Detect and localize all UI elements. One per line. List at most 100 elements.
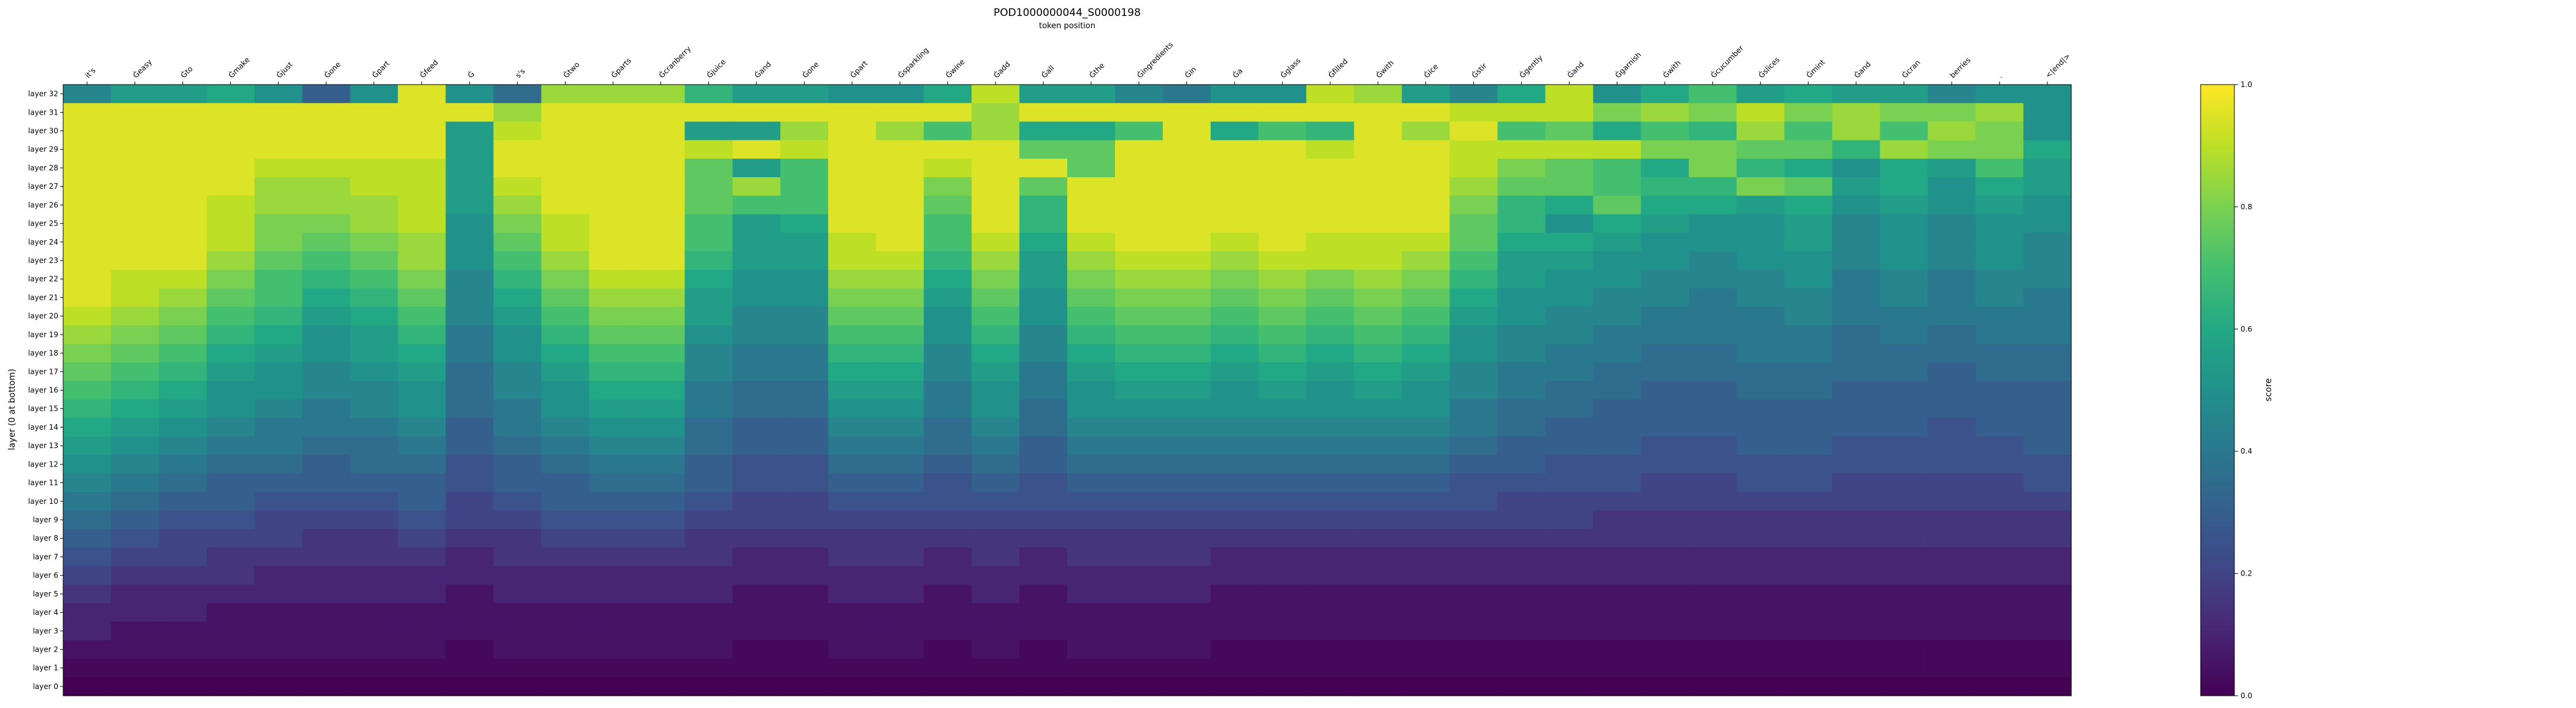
heatmap-cell — [684, 177, 733, 196]
heatmap-cell — [1019, 177, 1068, 196]
heatmap-cell — [254, 121, 303, 141]
heatmap-cell — [1928, 214, 1976, 234]
heatmap-cell — [1976, 510, 2024, 530]
heatmap-cell — [1067, 362, 1116, 381]
heatmap-cell — [63, 584, 112, 604]
heatmap-cell — [541, 158, 590, 178]
heatmap-cell — [1258, 547, 1307, 567]
heatmap-cell — [684, 196, 733, 215]
heatmap-cell — [684, 214, 733, 234]
heatmap-cell — [828, 362, 876, 381]
x-tick-label: Ġcran — [1899, 57, 1922, 80]
heatmap-cell — [637, 510, 685, 530]
heatmap-cell — [1976, 251, 2024, 270]
heatmap-cell — [1114, 85, 1163, 104]
heatmap-cell — [924, 306, 972, 326]
heatmap-cell — [1401, 343, 1451, 363]
heatmap-cell — [1593, 381, 1642, 400]
heatmap-cell — [972, 306, 1020, 326]
heatmap-cell — [1928, 121, 1976, 141]
heatmap-cell — [445, 196, 494, 215]
heatmap-cell — [541, 566, 590, 585]
y-axis-label: layer (0 at bottom) — [7, 368, 17, 450]
heatmap-cell — [158, 214, 207, 234]
heatmap-cell — [780, 177, 829, 196]
heatmap-cell — [493, 473, 542, 493]
heatmap-cell — [637, 584, 685, 604]
heatmap-cell — [302, 362, 351, 381]
heatmap-cell — [254, 658, 303, 678]
heatmap-cell — [1067, 196, 1116, 215]
heatmap-cell — [780, 603, 829, 622]
heatmap-cell — [1736, 251, 1785, 270]
heatmap-cell — [2023, 417, 2072, 437]
heatmap-cell — [1497, 473, 1546, 493]
heatmap-cell — [1497, 232, 1546, 252]
heatmap-cell — [541, 140, 590, 159]
heatmap-cell — [924, 251, 972, 270]
heatmap-cell — [302, 121, 351, 141]
heatmap-cell — [1784, 196, 1833, 215]
heatmap-cell — [1545, 399, 1594, 419]
heatmap-cell — [254, 270, 303, 289]
heatmap-cell — [254, 566, 303, 585]
heatmap-cell — [2023, 270, 2072, 289]
heatmap-cell — [63, 251, 112, 270]
heatmap-cell — [1401, 121, 1451, 141]
heatmap-cell — [1593, 343, 1642, 363]
heatmap-cell — [1736, 640, 1785, 660]
x-tick-label: Ġa — [1230, 66, 1244, 80]
heatmap-cell — [541, 473, 590, 493]
heatmap-cell — [445, 547, 494, 567]
heatmap-cell — [924, 288, 972, 308]
heatmap-cell — [1784, 214, 1833, 234]
heatmap-cell — [1545, 584, 1594, 604]
heatmap-cell — [541, 640, 590, 660]
heatmap-cell — [972, 584, 1020, 604]
heatmap-cell — [828, 622, 876, 641]
heatmap-cell — [110, 455, 159, 474]
heatmap-cell — [1258, 510, 1307, 530]
heatmap-cell — [684, 510, 733, 530]
heatmap-cell — [541, 603, 590, 622]
heatmap-cell — [541, 196, 590, 215]
heatmap-cell — [445, 566, 494, 585]
heatmap-cell — [1401, 455, 1451, 474]
heatmap-cell — [1928, 603, 1976, 622]
heatmap-cell — [1976, 325, 2024, 344]
heatmap-cell — [1210, 436, 1259, 455]
heatmap-cell — [350, 473, 399, 493]
heatmap-cell — [302, 177, 351, 196]
heatmap-cell — [1354, 436, 1403, 455]
heatmap-cell — [1832, 566, 1880, 585]
heatmap-cell — [350, 214, 399, 234]
heatmap-cell — [254, 288, 303, 308]
x-tick-label: Ġpart — [848, 58, 869, 80]
heatmap-cell — [1258, 529, 1307, 548]
heatmap-cell — [1162, 584, 1211, 604]
heatmap-cell — [206, 251, 255, 270]
heatmap-cell — [445, 529, 494, 548]
heatmap-cell — [1689, 436, 1737, 455]
heatmap-cell — [684, 381, 733, 400]
heatmap-cell — [1593, 547, 1642, 567]
heatmap-cell — [254, 399, 303, 419]
heatmap-cell — [206, 214, 255, 234]
heatmap-cell — [350, 510, 399, 530]
heatmap-cell — [445, 288, 494, 308]
heatmap-cell — [828, 85, 876, 104]
heatmap-cell — [110, 677, 159, 696]
heatmap-cell — [63, 140, 112, 159]
heatmap-cell — [445, 158, 494, 178]
heatmap-cell — [732, 677, 781, 696]
heatmap-cell — [1976, 306, 2024, 326]
heatmap-cell — [1976, 343, 2024, 363]
heatmap-cell — [2023, 473, 2072, 493]
heatmap-cell — [924, 584, 972, 604]
heatmap-cell — [1114, 214, 1163, 234]
heatmap-cell — [302, 158, 351, 178]
heatmap-cell — [1832, 492, 1880, 511]
heatmap-cell — [1449, 288, 1498, 308]
heatmap-cell — [158, 603, 207, 622]
heatmap-cell — [1545, 325, 1594, 344]
